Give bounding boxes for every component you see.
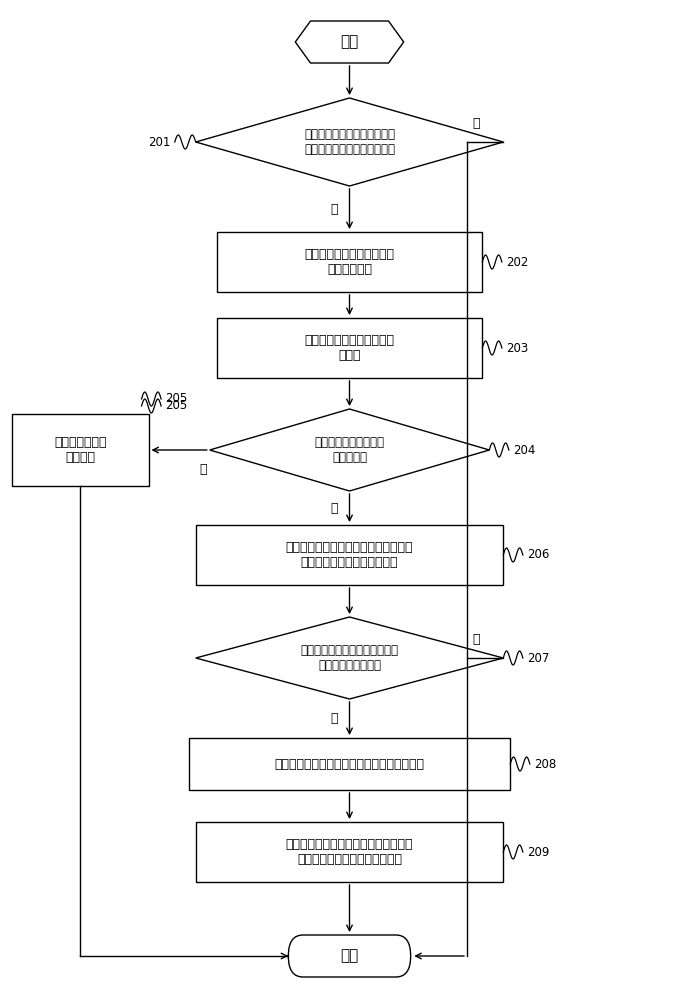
FancyBboxPatch shape [196, 525, 503, 585]
Text: 应用程序接收到自己注册的异常恢复广
播，继续执行未完成的后台任务: 应用程序接收到自己注册的异常恢复广 播，继续执行未完成的后台任务 [286, 838, 413, 866]
Text: 向对应的应用程序发送读取到的异常恢复广播: 向对应的应用程序发送读取到的异常恢复广播 [275, 758, 424, 770]
FancyBboxPatch shape [288, 935, 410, 977]
Text: 是: 是 [331, 203, 338, 216]
Text: 否: 否 [473, 117, 480, 130]
Polygon shape [196, 617, 503, 699]
Text: 取消异常恢复广
播的注册: 取消异常恢复广 播的注册 [54, 436, 107, 464]
Polygon shape [210, 409, 489, 491]
Text: 判断操作系统是否从广播列表中
读取到异常恢复广播: 判断操作系统是否从广播列表中 读取到异常恢复广播 [301, 644, 398, 672]
Text: 操作系统记录所有的异常恢
复广播: 操作系统记录所有的异常恢 复广播 [305, 334, 394, 362]
Text: 否: 否 [331, 502, 338, 514]
Text: 向移动终端的操作系统注册
异常恢复广播: 向移动终端的操作系统注册 异常恢复广播 [305, 248, 394, 276]
Text: 判断应用程序的后台任
务是否完成: 判断应用程序的后台任 务是否完成 [315, 436, 384, 464]
Text: 207: 207 [527, 652, 549, 664]
FancyBboxPatch shape [13, 414, 149, 486]
Text: 208: 208 [534, 758, 556, 770]
FancyBboxPatch shape [217, 232, 482, 292]
Text: 201: 201 [148, 135, 171, 148]
FancyBboxPatch shape [217, 318, 482, 378]
Polygon shape [295, 21, 404, 63]
Text: 结束: 结束 [340, 948, 359, 964]
Text: 是: 是 [331, 712, 338, 725]
Text: 209: 209 [527, 846, 549, 858]
Text: 206: 206 [527, 548, 549, 562]
Text: 否: 否 [473, 633, 480, 646]
Text: 开始: 开始 [340, 34, 359, 49]
Text: 203: 203 [506, 342, 528, 355]
Text: 205: 205 [166, 399, 187, 412]
Text: 判断是否需要在移动终端异常
关机后恢复未完成的后台任务: 判断是否需要在移动终端异常 关机后恢复未完成的后台任务 [304, 128, 395, 156]
Text: 202: 202 [506, 255, 528, 268]
Text: 205: 205 [166, 392, 187, 405]
FancyBboxPatch shape [196, 822, 503, 882]
Polygon shape [196, 98, 503, 186]
Text: 204: 204 [513, 444, 535, 456]
Text: 将未完成后台任务的应用程序注册的异
常恢复广播记录到广播列表中: 将未完成后台任务的应用程序注册的异 常恢复广播记录到广播列表中 [286, 541, 413, 569]
FancyBboxPatch shape [189, 738, 510, 790]
Text: 是: 是 [199, 463, 206, 476]
